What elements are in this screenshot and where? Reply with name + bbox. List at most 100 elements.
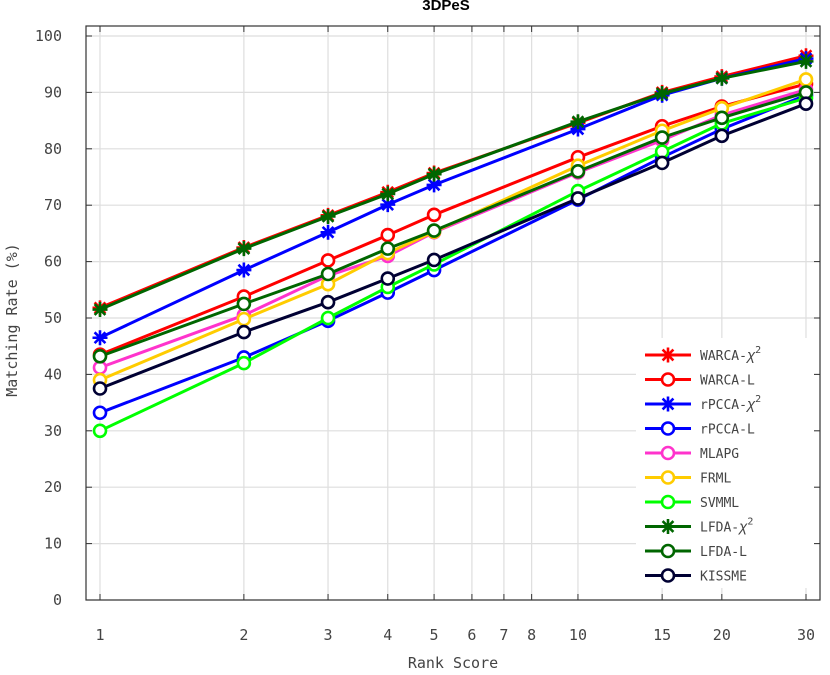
x-tick-label: 2: [239, 626, 248, 644]
legend-item: LFDA-L: [645, 543, 747, 560]
legend-marker: [660, 372, 676, 387]
data-point: [798, 53, 814, 69]
data-point: [714, 128, 730, 144]
data-point: [426, 223, 442, 238]
plot-area: 1 2 3 4 5 6 7 8 10 15 20 30 0 10 20 30 40 50 60 70 80 90 100 WA…: [35, 25, 821, 644]
data-point: [92, 405, 108, 421]
data-point: [380, 241, 396, 256]
legend-marker: [660, 421, 676, 436]
x-axis-label: Rank Score: [408, 654, 498, 672]
y-tick-label: 80: [44, 140, 62, 158]
data-point: [380, 227, 396, 243]
x-tick-label: 3: [324, 626, 333, 644]
x-tick-label: 15: [653, 626, 671, 644]
legend-item: WARCA-L: [645, 372, 755, 389]
legend-label: WARCA-χ2: [700, 345, 761, 364]
data-point: [320, 310, 336, 326]
legend-label: rPCCA-L: [700, 423, 755, 438]
data-point: [380, 186, 396, 202]
data-point: [320, 208, 336, 224]
data-point: [570, 164, 586, 179]
x-tick-label: 20: [713, 626, 731, 644]
legend-marker: [660, 347, 676, 363]
x-tick-label: 7: [499, 626, 508, 644]
data-point: [92, 349, 108, 364]
legend-label: FRML: [700, 472, 731, 487]
legend-label-exponent: 2: [755, 394, 761, 405]
data-point: [570, 191, 586, 206]
x-tick-label: 30: [797, 626, 815, 644]
y-tick-label: 90: [44, 83, 62, 101]
legend-label-chi: χ: [737, 519, 748, 536]
data-point: [236, 262, 252, 278]
legend-label: WARCA-L: [700, 374, 755, 389]
legend-item: KISSME: [645, 568, 747, 585]
data-point: [320, 294, 336, 310]
series-10: [92, 96, 814, 396]
legend-item: FRML: [645, 470, 731, 487]
legend: WARCA-χ2 WARCA-L rPCCA-χ2 rPCCA-L MLAPG FRML S…: [636, 338, 814, 588]
y-axis-label: Matching Rate (%): [3, 243, 21, 397]
data-point: [380, 197, 396, 213]
data-point: [426, 177, 442, 193]
legend-item: LFDA-χ2: [645, 517, 753, 536]
x-tick-label: 1: [95, 626, 104, 644]
data-point: [92, 381, 108, 396]
y-tick-label: 70: [44, 196, 62, 214]
legend-item: rPCCA-L: [645, 421, 755, 438]
axes-box: [85, 25, 821, 601]
legend-label: MLAPG: [700, 447, 739, 462]
x-tick-label: 8: [527, 626, 536, 644]
legend-label: rPCCA-χ2: [700, 394, 761, 413]
legend-marker: [660, 470, 676, 485]
legend-item: WARCA-χ2: [645, 345, 761, 364]
legend-marker: [660, 543, 676, 559]
data-point: [798, 72, 814, 87]
legend-item: rPCCA-χ2: [645, 394, 761, 413]
data-point: [570, 114, 586, 130]
x-tick-label: 4: [383, 626, 392, 644]
legend-label: KISSME: [700, 570, 747, 585]
legend-marker: [660, 568, 676, 583]
legend-label: LFDA-L: [700, 545, 747, 560]
y-tick-label: 20: [44, 478, 62, 496]
x-tick-label: 10: [569, 626, 587, 644]
data-point: [236, 355, 252, 371]
y-tick-label: 100: [35, 27, 62, 45]
data-point: [320, 224, 336, 240]
y-tick-label: 10: [44, 535, 62, 553]
data-point: [654, 86, 670, 102]
chart-title: 3DPeS: [422, 0, 470, 14]
legend-label: LFDA-χ2: [700, 517, 753, 536]
data-point: [714, 110, 730, 126]
y-tick-label: 30: [44, 422, 62, 440]
legend-item: MLAPG: [645, 445, 739, 462]
data-point: [236, 311, 252, 327]
legend-label-exponent: 2: [755, 345, 761, 356]
data-point: [320, 266, 336, 282]
legend-marker: [660, 494, 676, 510]
data-point: [320, 253, 336, 268]
data-point: [236, 324, 252, 340]
data-point: [92, 302, 108, 318]
data-point: [426, 207, 442, 223]
data-point: [654, 155, 670, 171]
series-8: [92, 53, 814, 318]
y-tick-label: 40: [44, 365, 62, 383]
legend-marker: [660, 396, 676, 412]
legend-label-chi: χ: [745, 347, 756, 364]
data-point: [380, 271, 396, 286]
legend-label-exponent: 2: [747, 517, 753, 528]
legend-label: SVMML: [700, 496, 739, 511]
data-point: [714, 70, 730, 86]
y-tick-label: 0: [53, 591, 62, 609]
series-9: [92, 85, 814, 364]
y-tick-label: 50: [44, 309, 62, 327]
data-point: [236, 241, 252, 257]
data-point: [236, 296, 252, 312]
data-point: [426, 166, 442, 182]
data-point: [654, 130, 670, 145]
x-tick-label: 6: [467, 626, 476, 644]
legend-marker: [660, 445, 676, 461]
